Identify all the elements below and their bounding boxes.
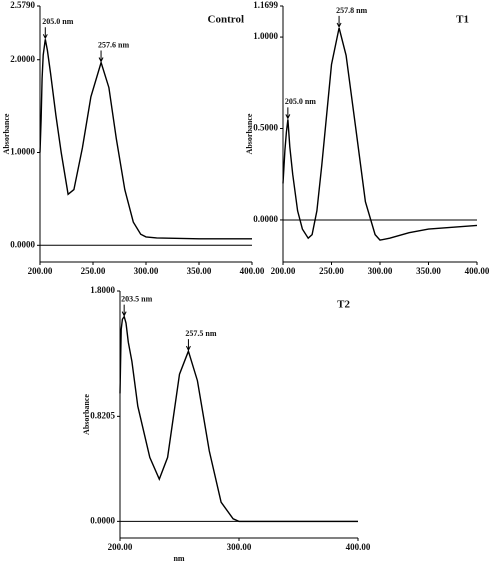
x-tick-label: 400.00 [240, 266, 265, 276]
peak-arrow [336, 15, 342, 29]
y-tick-label: 1.0000 [253, 31, 278, 41]
x-axis-label: nm [173, 554, 184, 563]
peak-arrow [98, 50, 104, 63]
peak-label: 205.0 nm [42, 17, 73, 26]
panel-title: Control [208, 14, 244, 26]
peak-label: 257.5 nm [185, 329, 216, 338]
y-tick-label: 0.0000 [90, 515, 115, 525]
x-tick-label: 300.00 [227, 542, 252, 552]
spectrum-line [39, 39, 252, 240]
y-tick-label: 0.0000 [253, 214, 278, 224]
y-tick-label: 0.0000 [10, 239, 35, 249]
spectrum-line [119, 314, 358, 523]
peak-arrow [285, 107, 291, 120]
y-tick-label: 2.0000 [10, 54, 35, 64]
x-tick-label: 200.00 [271, 266, 296, 276]
x-tick-label: 250.00 [319, 266, 344, 276]
y-axis-label: Absorbance [245, 113, 254, 154]
peak-arrow [185, 339, 191, 352]
x-tick-label: 200.00 [28, 266, 53, 276]
x-tick-label: 250.00 [81, 266, 106, 276]
y-tick-label: 1.8000 [90, 285, 115, 295]
x-tick-label: 350.00 [187, 266, 212, 276]
y-tick-label: 1.0000 [10, 147, 35, 157]
x-tick-label: 300.00 [134, 266, 159, 276]
x-tick-label: 300.00 [368, 266, 393, 276]
panel-title: T1 [456, 14, 469, 26]
y-tick-label: 0.8205 [90, 410, 115, 420]
peak-label: 257.6 nm [98, 40, 129, 49]
peak-label: 203.5 nm [121, 294, 152, 303]
peak-arrow [121, 304, 127, 317]
y-axis-label: Absorbance [2, 113, 11, 154]
panel-title: T2 [337, 299, 350, 311]
peak-label: 257.8 nm [336, 6, 367, 15]
y-tick-label: 1.1699 [253, 0, 278, 10]
peak-arrow [42, 27, 48, 40]
peak-label: 205.0 nm [285, 97, 316, 106]
y-axis-label: Absorbance [82, 394, 91, 435]
x-tick-label: 200.00 [108, 542, 133, 552]
y-tick-label: 0.5000 [253, 123, 278, 133]
x-tick-label: 400.00 [346, 542, 371, 552]
y-tick-label: 2.5790 [10, 0, 35, 10]
x-tick-label: 350.00 [416, 266, 441, 276]
x-tick-label: 400.00 [465, 266, 490, 276]
spectrum-line [282, 27, 478, 241]
